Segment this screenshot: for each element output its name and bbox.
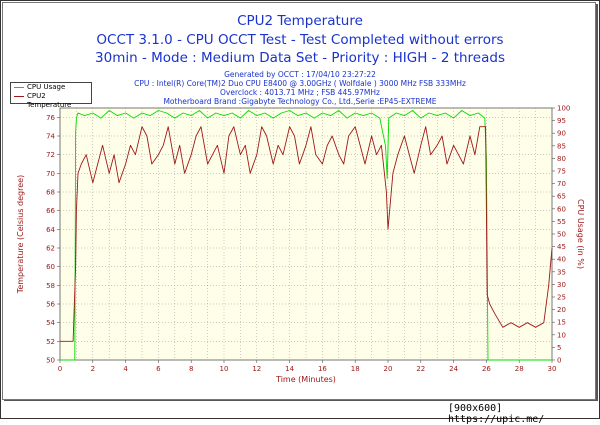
y2-tick-label: 50 — [557, 231, 566, 239]
x-axis-label: Time (Minutes) — [275, 375, 336, 384]
y2-tick-label: 60 — [557, 205, 566, 213]
y2-tick-label: 90 — [557, 130, 566, 138]
y2-tick-label: 85 — [557, 142, 566, 150]
y-tick-label: 52 — [46, 338, 55, 346]
x-tick-label: 0 — [58, 365, 62, 373]
x-tick-label: 4 — [123, 365, 128, 373]
x-tick-label: 16 — [318, 365, 327, 373]
y-axis-ticks: 50 52 54 56 58 60 62 64 66 68 70 72 74 76 — [46, 114, 60, 365]
x-tick-label: 18 — [351, 365, 360, 373]
legend-item-cpu2-temperature: CPU2 Temperature — [11, 92, 91, 109]
series-line-cpu-usage — [60, 110, 552, 361]
footer-source: [900x600] https://upic.me/ — [448, 403, 545, 425]
x-tick-label: 24 — [449, 365, 458, 373]
y2-tick-label: 70 — [557, 180, 566, 188]
x-tick-label: 6 — [156, 365, 161, 373]
y2-tick-label: 100 — [557, 105, 570, 113]
series-group — [60, 110, 553, 361]
y2-tick-label: 10 — [557, 331, 566, 339]
x-tick-label: 28 — [515, 365, 524, 373]
info-generated: Generated by OCCT : 17/04/10 23:27:22 — [224, 70, 376, 79]
y-tick-label: 66 — [46, 207, 55, 215]
y-axis-label: Temperature (Celsius degree) — [16, 175, 25, 294]
y-tick-label: 62 — [46, 245, 55, 253]
y2-axis-label: CPU Usage (in %) — [576, 199, 585, 269]
y-tick-label: 72 — [46, 151, 55, 159]
y2-tick-label: 25 — [557, 294, 566, 302]
legend-swatch-cpu2-temperature — [14, 96, 24, 97]
y-tick-label: 64 — [46, 226, 55, 234]
y-tick-label: 60 — [46, 263, 55, 271]
y-tick-label: 58 — [46, 282, 55, 290]
series-line-cpu2-temperature — [60, 126, 553, 342]
y-tick-label: 54 — [46, 319, 55, 327]
y2-tick-label: 35 — [557, 268, 566, 276]
legend-label-cpu-usage: CPU Usage — [27, 83, 66, 91]
info-cpu: CPU : Intel(R) Core(TM)2 Duo CPU E8400 @… — [134, 79, 466, 88]
info-overclock: Overclock : 4013.71 MHz ; FSB 445.97MHz — [220, 88, 380, 97]
y-tick-label: 50 — [46, 357, 55, 365]
x-tick-label: 20 — [384, 365, 393, 373]
y2-tick-label: 65 — [557, 193, 566, 201]
x-tick-label: 12 — [252, 365, 261, 373]
y-tick-label: 56 — [46, 301, 55, 309]
chart-subtitle: OCCT 3.1.0 - CPU OCCT Test - Test Comple… — [96, 32, 504, 48]
y2-tick-label: 15 — [557, 319, 566, 327]
y2-tick-label: 0 — [557, 357, 561, 365]
y2-tick-label: 80 — [557, 155, 566, 163]
y2-tick-label: 55 — [557, 218, 566, 226]
x-tick-label: 2 — [91, 365, 95, 373]
x-tick-label: 26 — [482, 365, 491, 373]
x-tick-label: 10 — [220, 365, 229, 373]
x-tick-label: 30 — [548, 365, 557, 373]
legend-item-cpu-usage: CPU Usage — [11, 83, 91, 92]
chart-legend: CPU Usage CPU2 Temperature — [10, 82, 92, 109]
y2-tick-label: 45 — [557, 243, 566, 251]
y2-tick-label: 5 — [557, 344, 561, 352]
y-tick-label: 68 — [46, 189, 55, 197]
info-motherboard: Motherboard Brand :Gigabyte Technology C… — [163, 97, 437, 106]
legend-label-cpu2-temperature: CPU2 Temperature — [27, 92, 72, 109]
y-tick-label: 74 — [46, 133, 55, 141]
y-tick-label: 70 — [46, 170, 55, 178]
y2-tick-label: 40 — [557, 256, 566, 264]
y2-axis-ticks: 0 5 10 15 20 25 30 35 40 45 50 55 60 65 70 75 80 85 90 95 10… — [552, 105, 570, 365]
y2-tick-label: 30 — [557, 281, 566, 289]
x-tick-label: 22 — [416, 365, 425, 373]
y2-tick-label: 75 — [557, 168, 566, 176]
x-tick-label: 14 — [285, 365, 294, 373]
y2-tick-label: 95 — [557, 117, 566, 125]
y-tick-label: 76 — [46, 114, 55, 122]
chart-subtitle-2: 30min - Mode : Medium Data Set - Priorit… — [95, 50, 505, 66]
x-tick-label: 8 — [189, 365, 193, 373]
grid-lines — [60, 108, 552, 360]
x-axis-ticks: 0 2 4 6 8 10 12 14 16 18 20 22 24 26 28 30 — [58, 360, 557, 373]
y2-tick-label: 20 — [557, 306, 566, 314]
chart-title: CPU2 Temperature — [237, 13, 363, 29]
legend-swatch-cpu-usage — [14, 87, 24, 88]
